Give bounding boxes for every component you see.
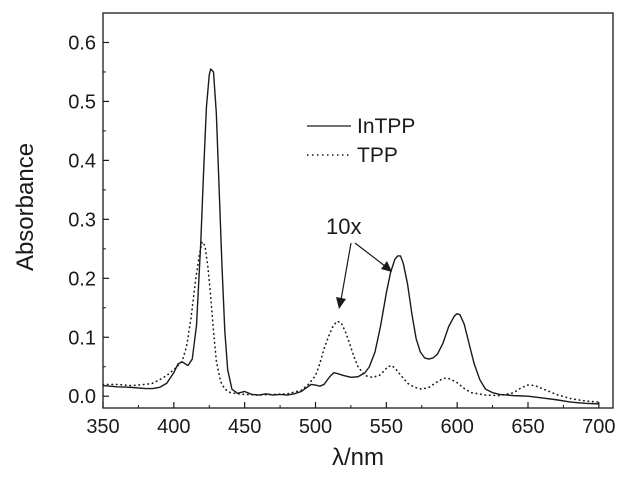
x-tick-label: 550 (370, 416, 403, 438)
annotation-arrow-2 (354, 242, 386, 267)
y-tick-label: 0.3 (68, 209, 96, 231)
x-tick-label: 500 (299, 416, 332, 438)
x-tick-label: 350 (86, 416, 119, 438)
x-axis-title: λ/nm (332, 444, 384, 471)
y-tick-label: 0.6 (68, 32, 96, 54)
y-axis: 0.0 0.1 0.2 0.3 0.4 0.5 0.6 (68, 32, 109, 408)
annotation-10x: 10x (326, 214, 392, 309)
x-tick-label: 650 (511, 416, 544, 438)
annotation-arrow-1 (340, 242, 352, 301)
series-line-intpp (103, 68, 600, 405)
x-tick-label: 400 (157, 416, 190, 438)
y-tick-label: 0.5 (68, 91, 96, 113)
y-tick-label: 0.0 (68, 386, 96, 408)
y-tick-label: 0.1 (68, 327, 96, 349)
x-tick-label: 600 (440, 416, 473, 438)
annotation-arrowhead-2 (381, 261, 392, 272)
plot-area (103, 68, 600, 405)
x-axis: 350 400 450 500 550 600 650 700 (86, 402, 616, 438)
x-tick-label: 450 (228, 416, 261, 438)
annotation-arrowhead-1 (336, 297, 346, 309)
y-tick-label: 0.4 (68, 150, 96, 172)
legend: InTPP TPP (307, 115, 415, 167)
y-tick-label: 0.2 (68, 268, 96, 290)
series-line-tpp (103, 240, 600, 403)
annotation-label: 10x (326, 214, 361, 239)
y-axis-title: Absorbance (12, 143, 39, 271)
series-layer (103, 68, 600, 405)
legend-label-tpp: TPP (357, 144, 398, 167)
plot-frame (102, 12, 614, 409)
legend-label-intpp: InTPP (357, 115, 415, 138)
x-tick-label: 700 (582, 416, 615, 438)
